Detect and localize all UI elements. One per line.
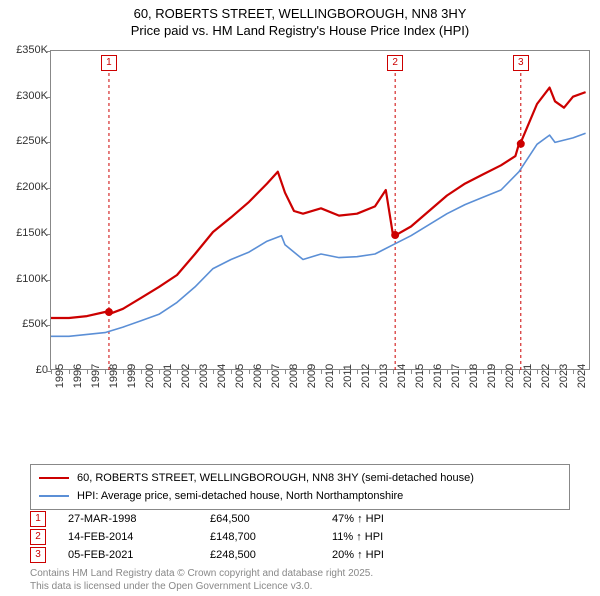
marker-dot (105, 308, 113, 316)
attribution-line2: This data is licensed under the Open Gov… (30, 581, 373, 594)
y-axis-label: £50K (22, 318, 48, 330)
x-axis-label: 2022 (540, 364, 552, 388)
x-axis-label: 2005 (234, 364, 246, 388)
x-axis-label: 2006 (252, 364, 264, 388)
y-axis-label: £100K (16, 273, 48, 285)
x-axis-label: 2023 (558, 364, 570, 388)
transaction-marker-num: 1 (30, 511, 46, 527)
x-axis-label: 2018 (468, 364, 480, 388)
transaction-date: 14-FEB-2014 (68, 531, 188, 543)
x-axis-label: 2020 (504, 364, 516, 388)
transaction-pct: 47% ↑ HPI (332, 513, 452, 525)
transaction-price: £248,500 (210, 549, 310, 561)
x-axis-label: 1995 (54, 364, 66, 388)
chart-title-line2: Price paid vs. HM Land Registry's House … (0, 23, 600, 38)
x-axis-label: 2016 (432, 364, 444, 388)
transaction-row: 2 14-FEB-2014 £148,700 11% ↑ HPI (30, 528, 570, 546)
transaction-pct: 20% ↑ HPI (332, 549, 452, 561)
transaction-row: 1 27-MAR-1998 £64,500 47% ↑ HPI (30, 510, 570, 528)
chart-title-line1: 60, ROBERTS STREET, WELLINGBOROUGH, NN8 … (0, 6, 600, 21)
transaction-marker-num: 2 (30, 529, 46, 545)
transaction-date: 05-FEB-2021 (68, 549, 188, 561)
attribution: Contains HM Land Registry data © Crown c… (30, 568, 373, 593)
x-axis-label: 2003 (198, 364, 210, 388)
x-axis-label: 2019 (486, 364, 498, 388)
x-axis-label: 1997 (90, 364, 102, 388)
legend-label: 60, ROBERTS STREET, WELLINGBOROUGH, NN8 … (77, 472, 474, 484)
x-axis-label: 2010 (324, 364, 336, 388)
transaction-marker-num: 3 (30, 547, 46, 563)
x-axis-label: 2024 (576, 364, 588, 388)
legend-item: HPI: Average price, semi-detached house,… (39, 487, 561, 505)
x-axis-label: 1999 (126, 364, 138, 388)
transaction-table: 1 27-MAR-1998 £64,500 47% ↑ HPI 2 14-FEB-2014… (30, 510, 570, 564)
marker-box-1: 1 (101, 55, 117, 71)
x-axis-label: 2008 (288, 364, 300, 388)
x-axis-label: 2002 (180, 364, 192, 388)
plot-area: 1 2 3 (50, 50, 590, 370)
series-price_paid (51, 88, 586, 318)
transaction-date: 27-MAR-1998 (68, 513, 188, 525)
x-axis-label: 2000 (144, 364, 156, 388)
x-axis-label: 1996 (72, 364, 84, 388)
legend-label: HPI: Average price, semi-detached house,… (77, 490, 403, 502)
x-axis-label: 2004 (216, 364, 228, 388)
y-axis-label: £200K (16, 181, 48, 193)
transaction-row: 3 05-FEB-2021 £248,500 20% ↑ HPI (30, 546, 570, 564)
y-axis-label: £150K (16, 227, 48, 239)
x-axis-label: 2012 (360, 364, 372, 388)
legend: 60, ROBERTS STREET, WELLINGBOROUGH, NN8 … (30, 464, 570, 510)
chart-svg (51, 51, 591, 371)
x-axis-label: 2013 (378, 364, 390, 388)
transaction-price: £148,700 (210, 531, 310, 543)
x-axis-label: 2007 (270, 364, 282, 388)
y-axis-label: £250K (16, 135, 48, 147)
marker-dot (391, 231, 399, 239)
marker-box-3: 3 (513, 55, 529, 71)
attribution-line1: Contains HM Land Registry data © Crown c… (30, 568, 373, 581)
marker-box-2: 2 (387, 55, 403, 71)
legend-item: 60, ROBERTS STREET, WELLINGBOROUGH, NN8 … (39, 469, 561, 487)
transaction-price: £64,500 (210, 513, 310, 525)
chart-container: £0£50K£100K£150K£200K£250K£300K£350K 123… (0, 50, 600, 420)
y-axis-label: £0 (36, 364, 48, 376)
x-axis-label: 2009 (306, 364, 318, 388)
x-axis-label: 2001 (162, 364, 174, 388)
x-axis-label: 2014 (396, 364, 408, 388)
x-axis-label: 2015 (414, 364, 426, 388)
legend-swatch (39, 477, 69, 479)
x-axis-label: 2021 (522, 364, 534, 388)
legend-swatch (39, 495, 69, 497)
y-axis-label: £300K (16, 90, 48, 102)
y-axis-label: £350K (16, 44, 48, 56)
x-axis-label: 2011 (342, 364, 354, 388)
x-axis-label: 2017 (450, 364, 462, 388)
marker-dot (517, 140, 525, 148)
x-axis-label: 1998 (108, 364, 120, 388)
transaction-pct: 11% ↑ HPI (332, 531, 452, 543)
